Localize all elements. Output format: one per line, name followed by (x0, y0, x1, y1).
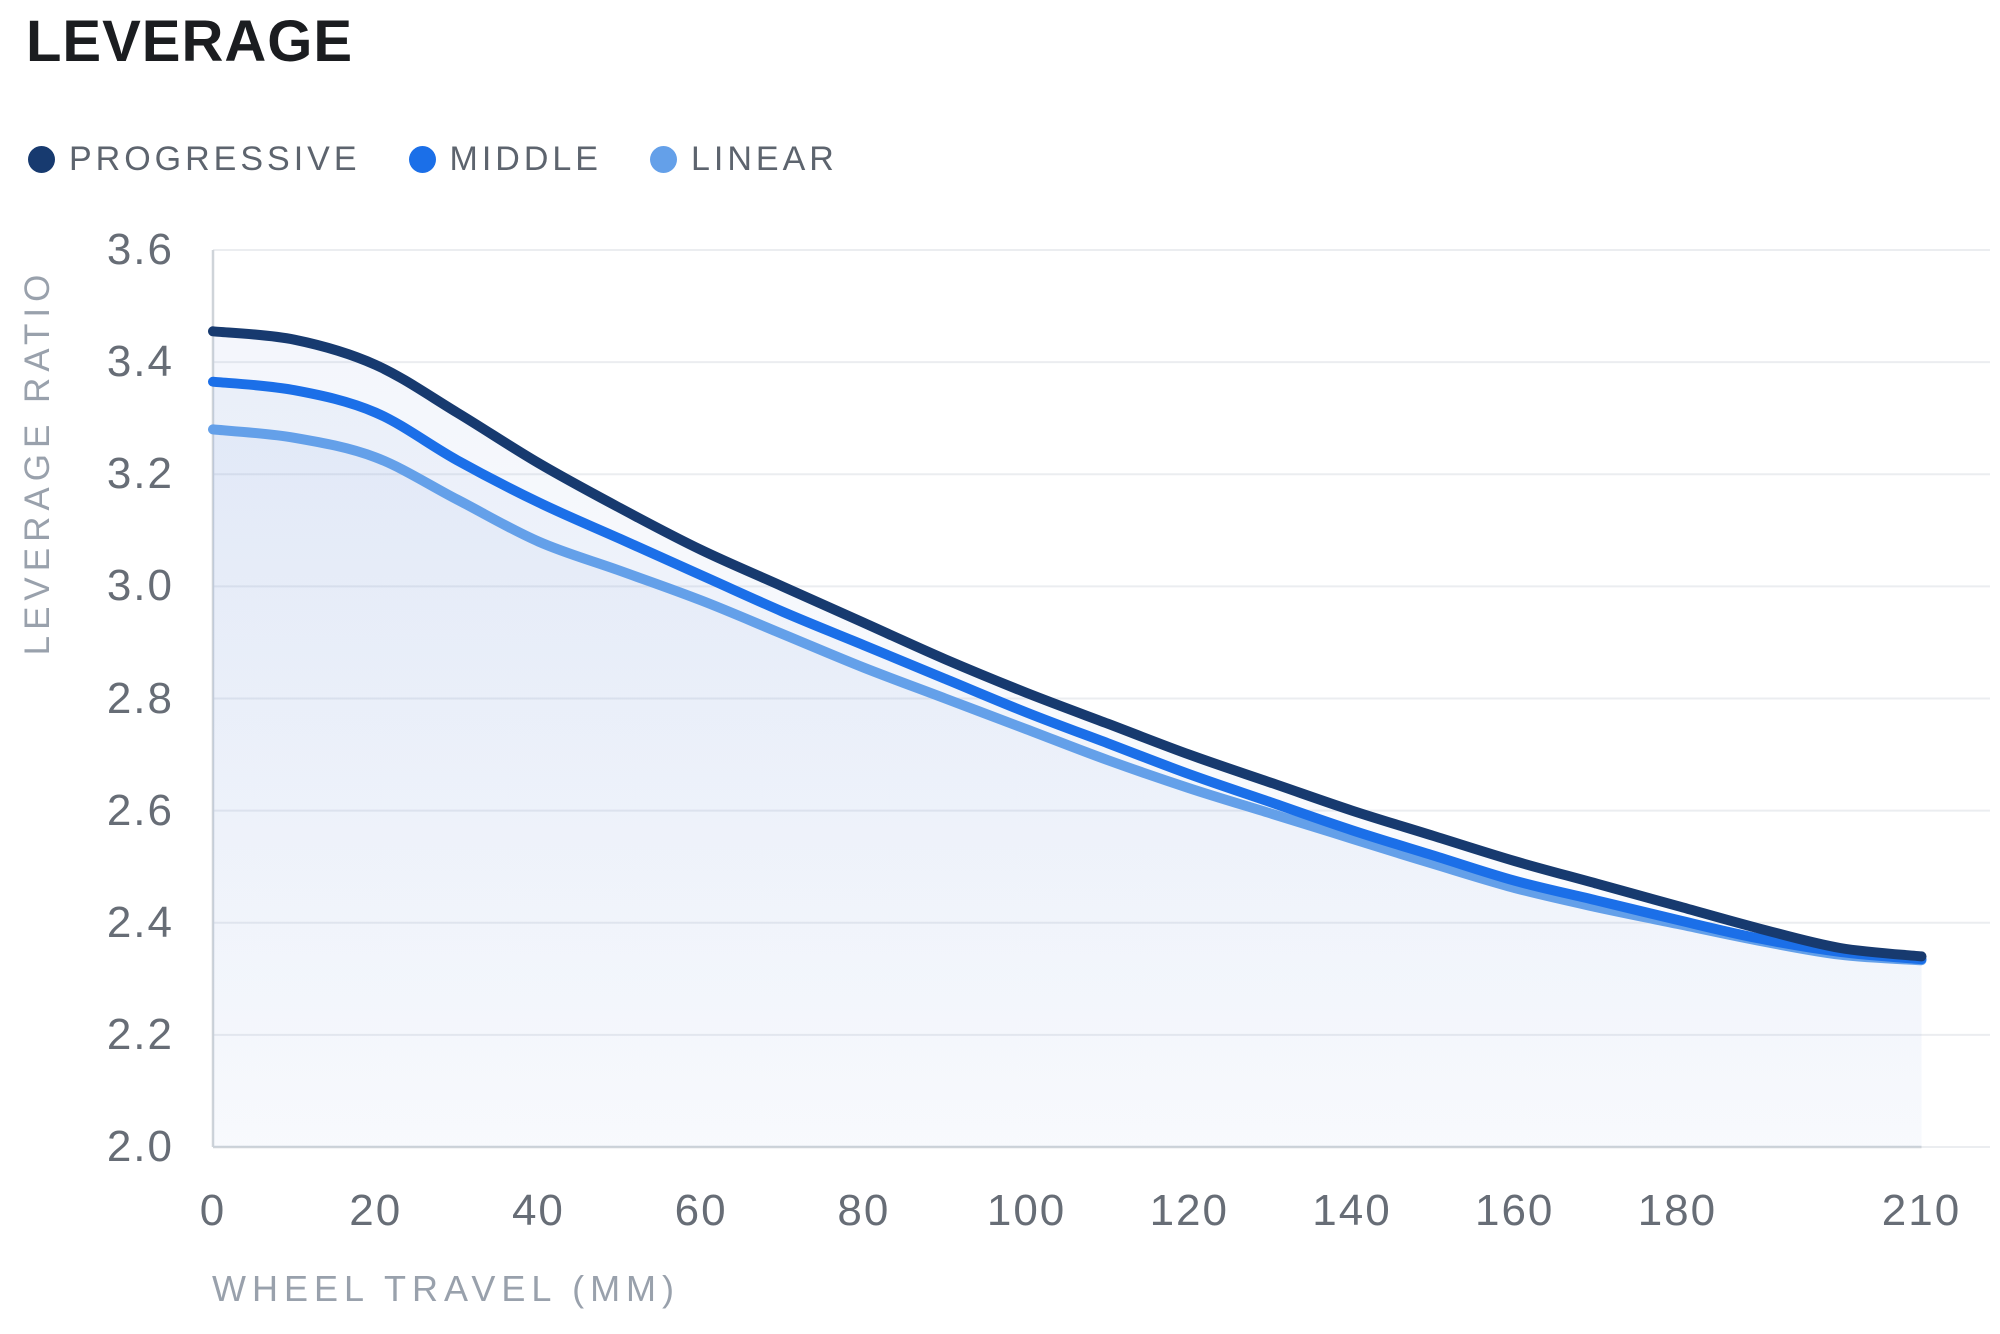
legend: PROGRESSIVE MIDDLE LINEAR (28, 134, 838, 184)
legend-dot-middle-icon (408, 145, 436, 173)
y-tick-label-3.4: 3.4 (106, 337, 174, 387)
x-tick-label-0: 0 (199, 1186, 227, 1235)
x-tick-label-160: 160 (1474, 1186, 1555, 1235)
y-tick-label-2.0: 2.0 (106, 1122, 174, 1171)
series-middle-line (208, 376, 1927, 965)
x-tick-label-210: 210 (1881, 1186, 1962, 1235)
legend-dot-progressive-icon (28, 145, 55, 173)
x-tick-label-80: 80 (837, 1186, 891, 1235)
x-axis-title: WHEEL TRAVEL (MM) (212, 1268, 681, 1309)
chart-areas (213, 331, 1922, 1147)
x-tick-label-60: 60 (674, 1186, 728, 1235)
legend-item-middle[interactable]: MIDDLE (408, 139, 602, 179)
y-tick-label-2.8: 2.8 (106, 673, 174, 723)
series-progressive-line (208, 326, 1927, 962)
x-tick-label-120: 120 (1149, 1186, 1229, 1235)
x-tick-label-40: 40 (511, 1186, 565, 1235)
x-tick-label-180: 180 (1637, 1186, 1718, 1235)
y-tick-label-2.6: 2.6 (106, 785, 174, 835)
chart-lines (208, 326, 1927, 966)
legend-dot-linear-icon (649, 145, 677, 173)
legend-item-progressive[interactable]: PROGRESSIVE (28, 140, 361, 179)
y-tick-label-3.0: 3.0 (106, 561, 174, 611)
y-tick-label-3.2: 3.2 (106, 449, 174, 499)
series-linear-line (208, 424, 1927, 966)
y-tick-label-3.6: 3.6 (106, 225, 174, 274)
x-tick-label-100: 100 (986, 1186, 1067, 1235)
y-tick-label-2.4: 2.4 (106, 897, 174, 947)
series-linear-area (213, 429, 1922, 1147)
y-tick-label-2.2: 2.2 (106, 1009, 174, 1059)
legend-label-middle: MIDDLE (449, 139, 602, 178)
legend-item-linear[interactable]: LINEAR (649, 139, 838, 179)
x-tick-label-20: 20 (349, 1186, 403, 1235)
chart-title: LEVERAGE (26, 9, 354, 74)
legend-label-progressive: PROGRESSIVE (69, 139, 361, 178)
legend-label-linear: LINEAR (690, 139, 838, 178)
x-tick-label-140: 140 (1312, 1186, 1392, 1235)
